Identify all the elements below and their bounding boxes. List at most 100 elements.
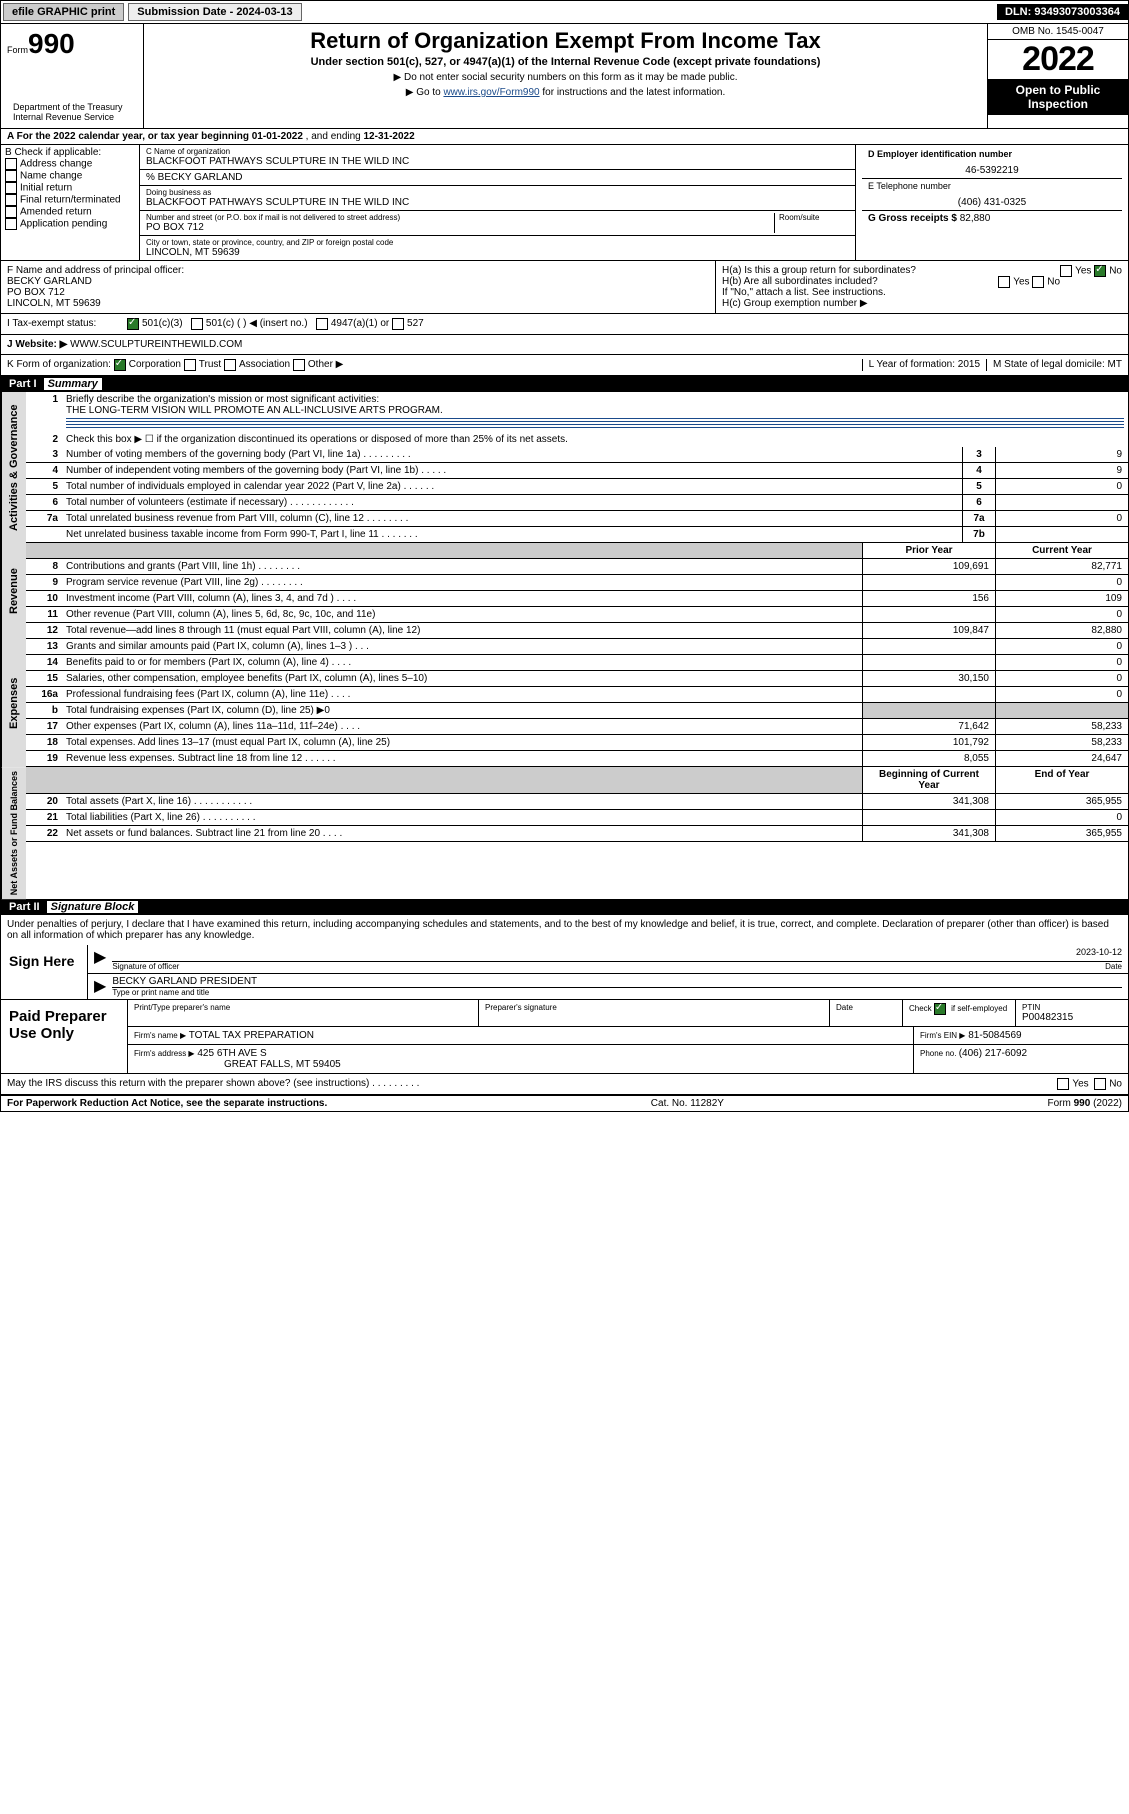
- cbx-4947[interactable]: [316, 318, 328, 330]
- opt-501c3: 501(c)(3): [142, 318, 183, 330]
- part2-title: Part II: [9, 901, 40, 913]
- line-13-desc: Grants and similar amounts paid (Part IX…: [62, 639, 862, 654]
- cbx-527[interactable]: [392, 318, 404, 330]
- cbx-self-employed[interactable]: [934, 1003, 946, 1015]
- cbx-hb-no[interactable]: [1032, 276, 1044, 288]
- gross-receipts-label: G Gross receipts $: [868, 213, 960, 224]
- line-9-num: 9: [26, 575, 62, 590]
- line-15-num: 15: [26, 671, 62, 686]
- open-public-badge: Open to Public Inspection: [988, 79, 1128, 115]
- sig-date-label: Date: [1105, 962, 1122, 971]
- cbx-assoc[interactable]: [224, 359, 236, 371]
- instr-2: ▶ Go to www.irs.gov/Form990 for instruct…: [150, 87, 981, 98]
- firm-phone-label: Phone no.: [920, 1049, 959, 1058]
- line-14-num: 14: [26, 655, 62, 670]
- box-j: J Website: ▶ WWW.SCULPTUREINTHEWILD.COM: [1, 335, 1128, 355]
- c-name-label: C Name of organization: [146, 147, 849, 156]
- netassets-section: Net Assets or Fund Balances Beginning of…: [1, 767, 1128, 899]
- opt-527: 527: [407, 318, 424, 330]
- line-22-curr: 365,955: [995, 826, 1128, 841]
- period-mid: , and ending: [306, 131, 364, 142]
- line-7a-desc: Total unrelated business revenue from Pa…: [62, 511, 962, 526]
- opt-assoc: Association: [239, 359, 290, 371]
- prep-date-header: Date: [830, 1000, 903, 1026]
- form-word: Form: [7, 45, 28, 55]
- gross-receipts-value: 82,880: [960, 213, 991, 224]
- line-20-desc: Total assets (Part X, line 16) . . . . .…: [62, 794, 862, 809]
- cbx-corp[interactable]: [114, 359, 126, 371]
- firm-city: GREAT FALLS, MT 59405: [224, 1059, 341, 1070]
- line-10-num: 10: [26, 591, 62, 606]
- form-990-page: efile GRAPHIC print Submission Date - 20…: [0, 0, 1129, 1112]
- line-16a-num: 16a: [26, 687, 62, 702]
- sig-date: 2023-10-12: [1076, 947, 1122, 961]
- line-22-desc: Net assets or fund balances. Subtract li…: [62, 826, 862, 841]
- subtitle: Under section 501(c), 527, or 4947(a)(1)…: [150, 56, 981, 68]
- officer-signed-name: BECKY GARLAND PRESIDENT: [112, 976, 1122, 988]
- cbx-initial-return[interactable]: [5, 182, 17, 194]
- line-3-desc: Number of voting members of the governin…: [62, 447, 962, 462]
- line-b-num: b: [26, 703, 62, 718]
- cbx-501c3[interactable]: [127, 318, 139, 330]
- cbx-hb-yes[interactable]: [998, 276, 1010, 288]
- line-19-num: 19: [26, 751, 62, 766]
- box-klm: K Form of organization: Corporation Trus…: [1, 355, 1128, 376]
- cbx-discuss-yes[interactable]: [1057, 1078, 1069, 1090]
- line-5-box: 5: [962, 479, 995, 494]
- line-1-num: 1: [26, 392, 62, 432]
- cbx-address-change[interactable]: [5, 158, 17, 170]
- cbx-app-pending[interactable]: [5, 218, 17, 230]
- line-7b-val: [995, 527, 1128, 542]
- line-20-curr: 365,955: [995, 794, 1128, 809]
- line-14-desc: Benefits paid to or for members (Part IX…: [62, 655, 862, 670]
- box-deg: D Employer identification number 46-5392…: [855, 145, 1128, 260]
- cbx-name-change[interactable]: [5, 170, 17, 182]
- form-header: Form990 Department of the Treasury Inter…: [1, 24, 1128, 128]
- line-15-desc: Salaries, other compensation, employee b…: [62, 671, 862, 686]
- cbx-trust[interactable]: [184, 359, 196, 371]
- line-b-prior: [862, 703, 995, 718]
- phone-label: E Telephone number: [868, 181, 1116, 191]
- line-3-box: 3: [962, 447, 995, 462]
- cbx-ha-no[interactable]: [1094, 265, 1106, 277]
- cbx-amended[interactable]: [5, 206, 17, 218]
- line-18-desc: Total expenses. Add lines 13–17 (must eq…: [62, 735, 862, 750]
- cbx-501c[interactable]: [191, 318, 203, 330]
- opt-app-pending: Application pending: [20, 219, 107, 230]
- part2-sub: Signature Block: [47, 901, 139, 913]
- org-name: BLACKFOOT PATHWAYS SCULPTURE IN THE WILD…: [146, 156, 849, 167]
- city-label: City or town, state or province, country…: [146, 238, 849, 247]
- cbx-ha-yes[interactable]: [1060, 265, 1072, 277]
- opt-address-change: Address change: [20, 159, 92, 170]
- officer-label: F Name and address of principal officer:: [7, 265, 709, 276]
- col-prior-year: Prior Year: [862, 543, 995, 558]
- part1-sub: Summary: [44, 378, 102, 390]
- irs-link[interactable]: www.irs.gov/Form990: [443, 87, 539, 98]
- box-b-label: B Check if applicable:: [5, 147, 135, 158]
- line-20-num: 20: [26, 794, 62, 809]
- prep-sig-header: Preparer's signature: [479, 1000, 830, 1026]
- line-17-curr: 58,233: [995, 719, 1128, 734]
- vert-revenue: Revenue: [1, 543, 26, 639]
- line-9-prior: [862, 575, 995, 590]
- cbx-other[interactable]: [293, 359, 305, 371]
- line-17-num: 17: [26, 719, 62, 734]
- col-current-year: Current Year: [995, 543, 1128, 558]
- vert-expenses: Expenses: [1, 639, 26, 767]
- box-b: B Check if applicable: Address change Na…: [1, 145, 140, 260]
- part1-title: Part I: [9, 378, 37, 390]
- self-emp-text: if self-employed: [949, 1004, 1007, 1013]
- col-begin-year: Beginning of Current Year: [862, 767, 995, 793]
- line-12-desc: Total revenue—add lines 8 through 11 (mu…: [62, 623, 862, 638]
- line-8-curr: 82,771: [995, 559, 1128, 574]
- line-7b-desc: Net unrelated business taxable income fr…: [62, 527, 962, 542]
- sign-here-label: Sign Here: [1, 945, 87, 999]
- box-h: H(a) Is this a group return for subordin…: [715, 261, 1128, 313]
- officer-name: BECKY GARLAND: [7, 276, 709, 287]
- ha-yes: Yes: [1075, 266, 1091, 277]
- line-21-num: 21: [26, 810, 62, 825]
- efile-print-button[interactable]: efile GRAPHIC print: [3, 3, 124, 21]
- cbx-final-return[interactable]: [5, 194, 17, 206]
- cbx-discuss-no[interactable]: [1094, 1078, 1106, 1090]
- period-begin: 01-01-2022: [252, 131, 303, 142]
